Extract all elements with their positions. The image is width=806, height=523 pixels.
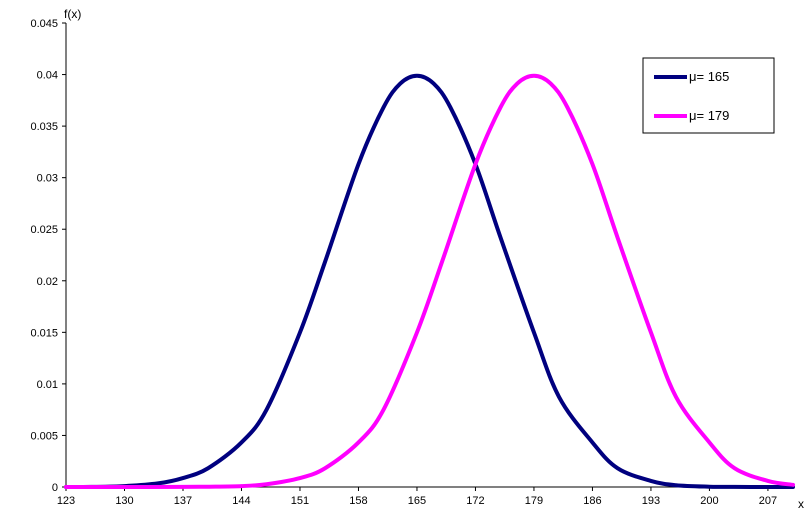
x-tick-label: 165	[408, 495, 426, 507]
y-tick-label: 0.03	[37, 173, 58, 185]
x-tick-label: 130	[115, 495, 133, 507]
legend: μ= 165 μ= 179	[642, 57, 775, 134]
y-tick-label: 0.025	[30, 224, 58, 236]
y-ticks: 0 0.005 0.01 0.015 0.02 0.025 0.03 0.035 0.04 0.0…	[30, 18, 66, 494]
x-tick-label: 179	[525, 495, 543, 507]
x-tick-label: 186	[583, 495, 601, 507]
x-tick-label: 193	[642, 495, 660, 507]
y-axis-title: f(x)	[64, 7, 81, 21]
x-tick-label: 123	[57, 495, 75, 507]
x-ticks: 123 130 137 144 151 158 165 172 179 186 193 200 207	[57, 487, 777, 507]
x-tick-label: 151	[291, 495, 309, 507]
y-tick-label: 0.005	[30, 430, 58, 442]
x-tick-label: 158	[349, 495, 367, 507]
y-tick-label: 0.015	[30, 327, 58, 339]
series-layer	[64, 73, 795, 490]
x-axis-title: x	[798, 497, 804, 511]
series-line-1	[64, 73, 795, 490]
x-tick-label: 144	[232, 495, 250, 507]
x-tick-label: 200	[700, 495, 718, 507]
y-tick-label: 0	[52, 482, 58, 494]
y-tick-label: 0.02	[37, 276, 58, 288]
x-tick-label: 207	[759, 495, 777, 507]
y-tick-label: 0.035	[30, 121, 58, 133]
y-tick-label: 0.04	[37, 70, 58, 82]
x-tick-label: 137	[174, 495, 192, 507]
legend-box	[642, 57, 775, 134]
legend-label-series-1: μ= 165	[689, 69, 729, 84]
series-line-2	[64, 73, 795, 490]
y-tick-label: 0.01	[37, 379, 58, 391]
x-tick-label: 172	[466, 495, 484, 507]
y-tick-label: 0.045	[30, 18, 58, 30]
legend-label-series-2: μ= 179	[689, 108, 729, 123]
